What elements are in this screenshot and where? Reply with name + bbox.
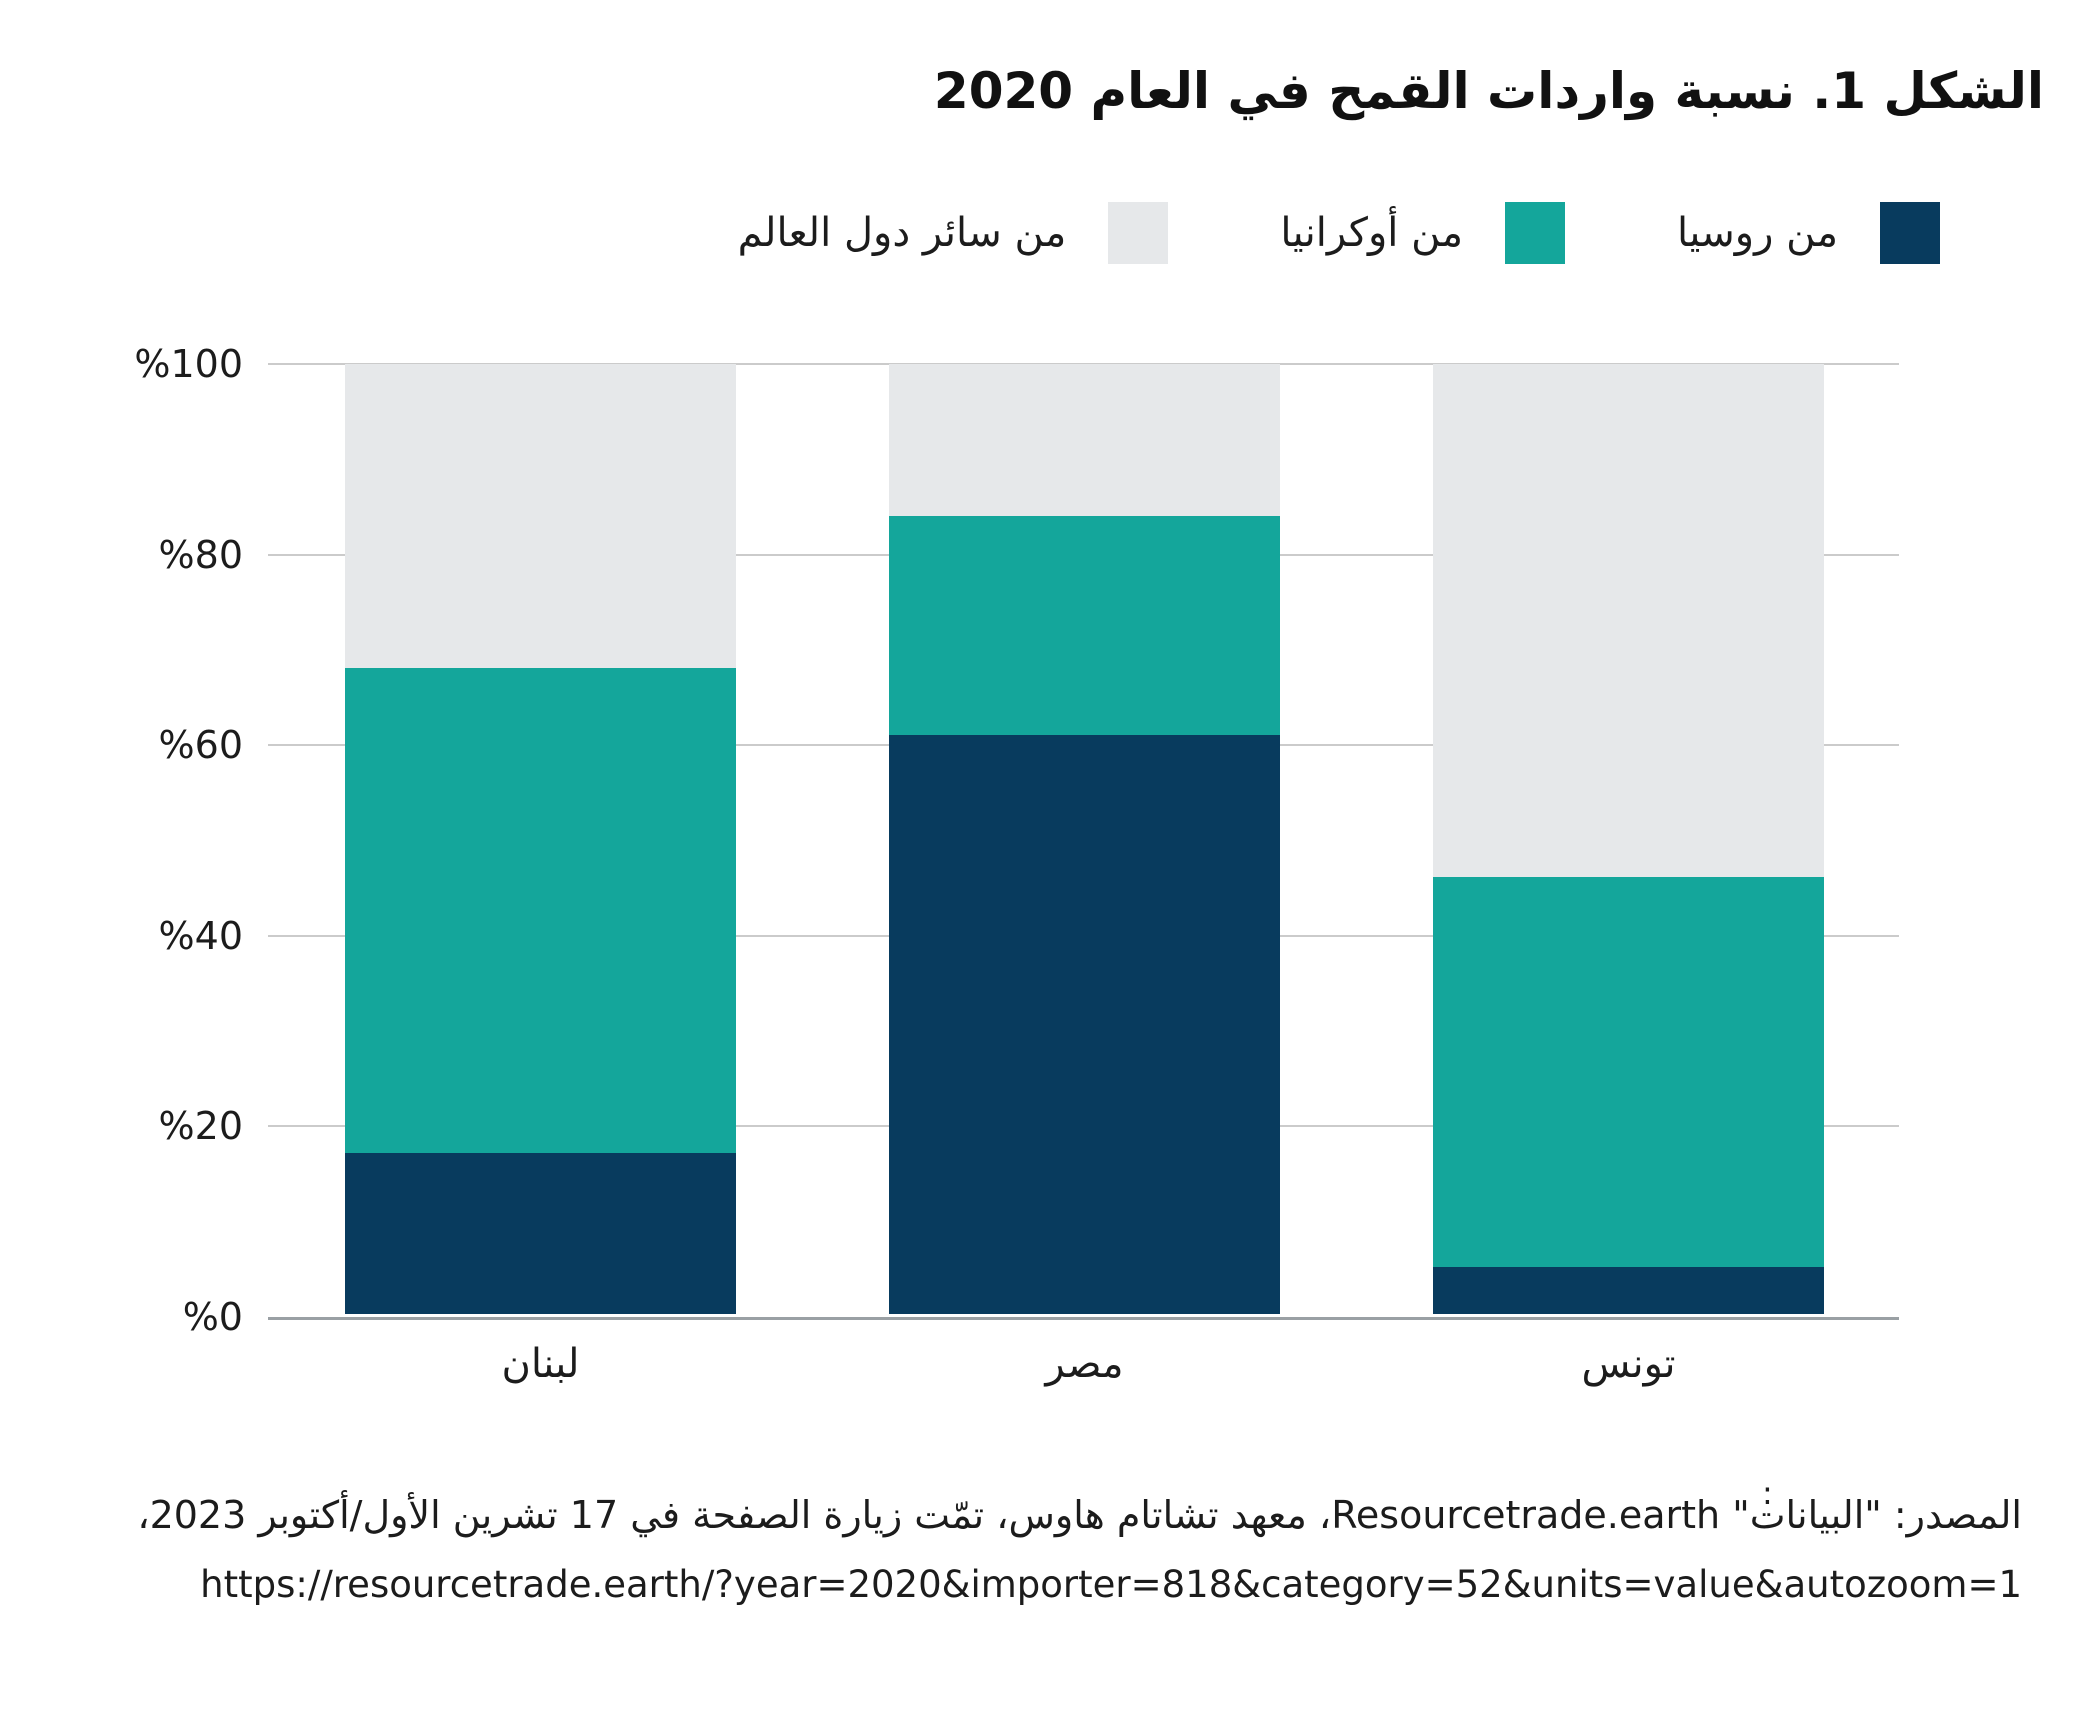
- y-tick-label-20: %20: [158, 1104, 243, 1149]
- source-block: المصدر: "البيانات" Resourcetrade.earth، …: [60, 1488, 2022, 1612]
- x-category-label-1: مصر: [1045, 1341, 1124, 1387]
- legend: من روسيا من أوكرانيا من سائر دول العالم: [738, 202, 1940, 264]
- bar-0-segment-2[interactable]: [345, 364, 736, 668]
- bar-2-segment-1[interactable]: [1433, 877, 1824, 1267]
- y-tick-label-40: %40: [158, 913, 243, 958]
- legend-item-2: من سائر دول العالم: [738, 202, 1169, 264]
- source-url-link[interactable]: https://resourcetrade.earth/?year=2020&i…: [200, 1563, 2022, 1607]
- bar-1-segment-1[interactable]: [889, 516, 1280, 735]
- y-tick-label-0: %0: [182, 1295, 243, 1339]
- bar-1[interactable]: [889, 364, 1280, 1314]
- legend-label: من روسيا: [1677, 210, 1838, 256]
- chart-area: %100 %80 %60 %40 %20 %0 لبنان مصر تونس: [0, 342, 2084, 1387]
- y-tick-label-60: %60: [158, 723, 243, 768]
- bar-1-segment-2[interactable]: [889, 364, 1280, 516]
- bar-2[interactable]: [1433, 364, 1824, 1314]
- legend-swatch-icon: [1880, 202, 1940, 264]
- plot: [268, 363, 1899, 1320]
- legend-item-1: من أوكرانيا: [1280, 202, 1565, 264]
- bar-1-segment-0[interactable]: [889, 734, 1280, 1314]
- y-tick-label-100: %100: [134, 342, 243, 386]
- bar-2-segment-2[interactable]: [1433, 364, 1824, 877]
- y-tick-label-80: %80: [158, 532, 243, 577]
- bar-0-segment-0[interactable]: [345, 1152, 736, 1314]
- source-text: المصدر: "البيانات" Resourcetrade.earth، …: [137, 1493, 2022, 1537]
- bar-2-segment-0[interactable]: [1433, 1266, 1824, 1314]
- y-axis: %100 %80 %60 %40 %20 %0: [0, 342, 243, 1339]
- x-category-label-0: لبنان: [501, 1341, 580, 1387]
- footnote-mark: :: [1762, 1474, 1773, 1512]
- bar-0[interactable]: [345, 364, 736, 1314]
- legend-swatch-icon: [1505, 202, 1565, 264]
- legend-label: من سائر دول العالم: [737, 210, 1067, 256]
- x-axis-labels: لبنان مصر تونس: [268, 1341, 1899, 1401]
- x-category-label-2: تونس: [1581, 1341, 1676, 1387]
- x-axis-line: [268, 1317, 1899, 1320]
- legend-swatch-icon: [1108, 202, 1169, 264]
- bar-0-segment-1[interactable]: [345, 668, 736, 1153]
- legend-label: من أوكرانيا: [1280, 210, 1463, 256]
- legend-item-0: من روسيا: [1677, 202, 1940, 264]
- chart-title: الشكل 1. نسبة واردات القمح في العام 2020: [933, 62, 2044, 120]
